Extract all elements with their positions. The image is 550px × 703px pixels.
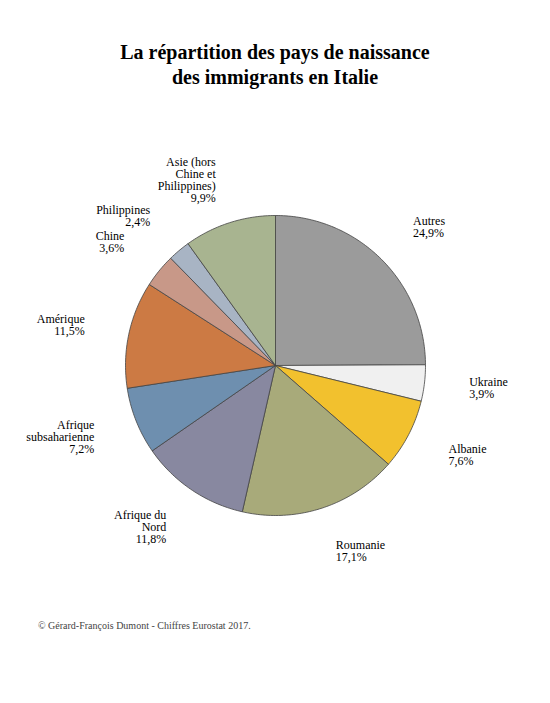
svg-text:Asie (horsChine etPhilippines): Asie (horsChine etPhilippines)9,9% <box>158 155 217 205</box>
svg-text:Ukraine3,9%: Ukraine3,9% <box>469 375 508 401</box>
svg-text:Autres24,9%: Autres24,9% <box>413 214 445 240</box>
svg-text:Chine3,6%: Chine3,6% <box>96 229 125 255</box>
svg-text:Philippines2,4%: Philippines2,4% <box>96 203 150 229</box>
html-text:© Gérard-François Dumont - Chi: © Gérard-François Dumont - Chiffres Euro… <box>38 620 251 631</box>
svg-text:Roumanie17,1%: Roumanie17,1% <box>336 538 385 564</box>
html-text:La répartition des pays de nai: La répartition des pays de naissance des… <box>120 41 430 88</box>
svg-text:Albanie7,6%: Albanie7,6% <box>449 442 487 468</box>
svg-text:Afrique duNord11,8%: Afrique duNord11,8% <box>114 508 166 546</box>
svg-text:Amérique11,5%: Amérique11,5% <box>37 312 85 338</box>
svg-text:Afriquesubsaharienne7,2%: Afriquesubsaharienne7,2% <box>26 418 94 456</box>
